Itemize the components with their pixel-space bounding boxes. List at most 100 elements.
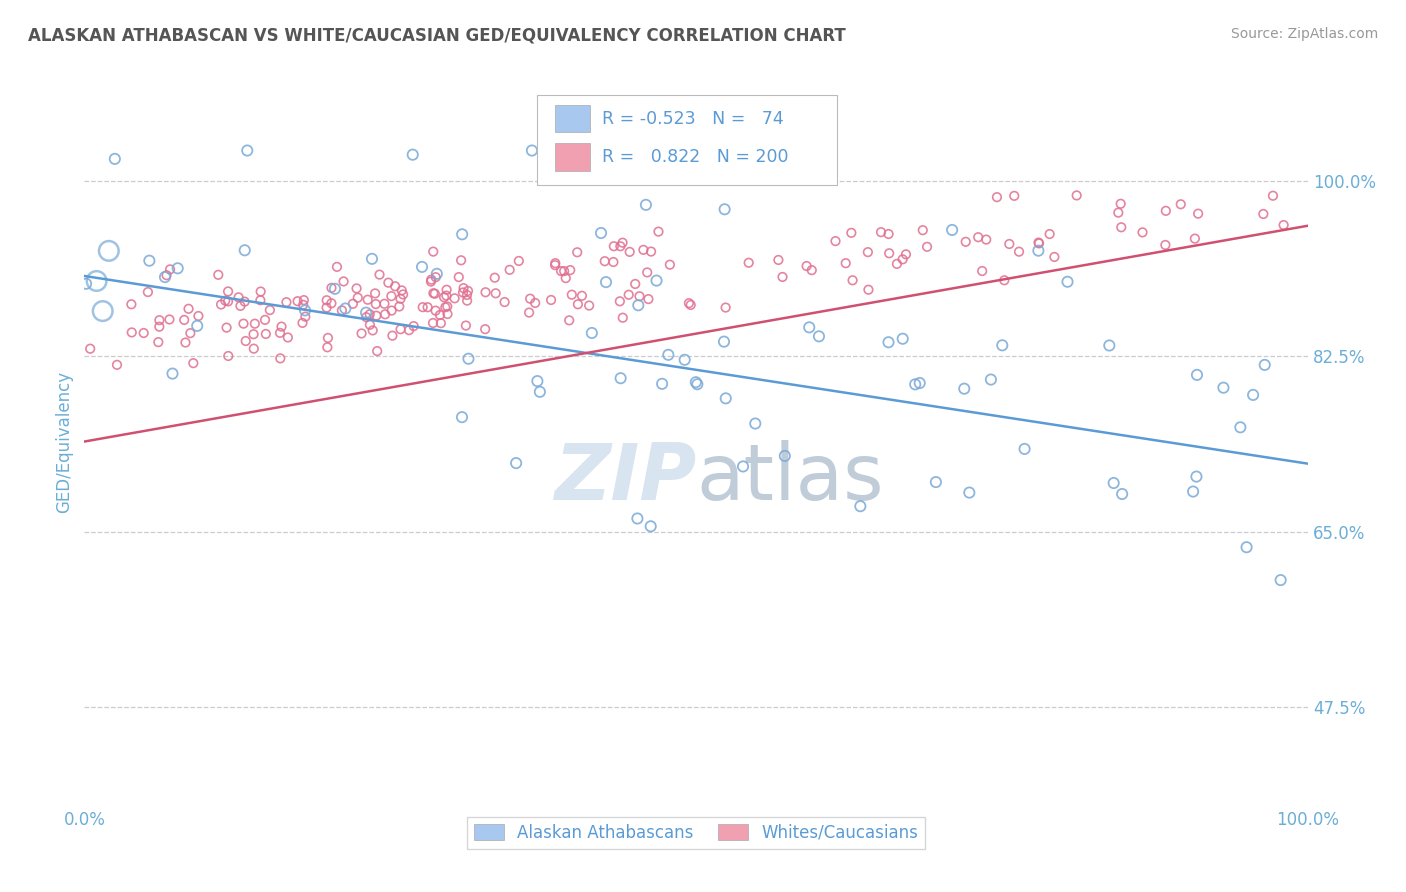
Point [1272, 218, 1295, 232]
Point [1184, 232, 1206, 246]
Point [214, 293, 236, 308]
Point [1102, 475, 1125, 490]
Point [315, 293, 337, 308]
Point [628, 289, 651, 303]
Point [993, 273, 1015, 287]
Point [1170, 197, 1192, 211]
Point [800, 263, 823, 277]
Point [1107, 205, 1129, 219]
Point [294, 303, 316, 318]
Point [217, 294, 239, 309]
Point [578, 159, 600, 173]
Point [589, 226, 612, 240]
Point [474, 285, 496, 300]
Point [434, 300, 457, 314]
Point [451, 410, 474, 425]
Point [529, 384, 551, 399]
Point [207, 268, 229, 282]
Point [553, 264, 575, 278]
Point [389, 322, 412, 336]
Point [1098, 338, 1121, 352]
Point [1111, 487, 1133, 501]
Point [451, 285, 474, 300]
Point [148, 319, 170, 334]
Point [249, 293, 271, 308]
Point [346, 291, 368, 305]
Point [315, 301, 337, 315]
Point [453, 281, 475, 295]
Point [891, 332, 914, 346]
Point [380, 289, 402, 303]
Point [159, 312, 181, 326]
Point [474, 322, 496, 336]
Point [1056, 275, 1078, 289]
Point [174, 335, 197, 350]
Point [242, 327, 264, 342]
Point [350, 326, 373, 341]
Point [425, 270, 447, 285]
Point [595, 275, 617, 289]
Point [738, 256, 761, 270]
Point [714, 301, 737, 315]
Point [249, 285, 271, 299]
Point [233, 294, 256, 309]
Point [217, 349, 239, 363]
Point [254, 326, 277, 341]
Point [651, 376, 673, 391]
Point [422, 316, 444, 330]
Point [1185, 469, 1208, 483]
Point [824, 234, 846, 248]
Point [1014, 442, 1036, 456]
Point [645, 274, 668, 288]
Point [374, 307, 396, 321]
Point [685, 375, 707, 389]
Point [1254, 358, 1277, 372]
Point [316, 331, 339, 345]
Point [904, 377, 927, 392]
Point [1028, 236, 1050, 251]
Point [686, 377, 709, 392]
Point [243, 317, 266, 331]
Point [359, 307, 381, 321]
Point [517, 305, 540, 319]
Point [105, 358, 128, 372]
Point [181, 356, 204, 370]
Point [731, 459, 754, 474]
Point [381, 303, 404, 318]
Point [294, 310, 316, 324]
Point [925, 475, 948, 489]
Point [292, 293, 315, 307]
Point [411, 260, 433, 274]
Point [357, 293, 380, 307]
Point [354, 310, 377, 325]
Point [321, 296, 343, 310]
Point [955, 235, 977, 249]
Point [1109, 220, 1132, 235]
Point [287, 294, 309, 309]
Text: Source: ZipAtlas.com: Source: ZipAtlas.com [1230, 27, 1378, 41]
Point [132, 326, 155, 340]
Point [450, 253, 472, 268]
Point [609, 239, 631, 253]
Point [447, 270, 470, 285]
Point [673, 352, 696, 367]
Point [508, 254, 530, 268]
Point [526, 374, 548, 388]
Point [1043, 250, 1066, 264]
Point [1154, 203, 1177, 218]
Point [456, 293, 478, 308]
Point [550, 264, 572, 278]
Point [217, 285, 239, 299]
Point [276, 295, 298, 310]
Point [1039, 227, 1062, 241]
Point [177, 301, 200, 316]
Point [520, 144, 543, 158]
Point [457, 351, 479, 366]
Text: R = -0.523   N =   74: R = -0.523 N = 74 [602, 110, 783, 128]
Point [381, 328, 404, 343]
Point [1008, 244, 1031, 259]
Point [361, 323, 384, 337]
Point [626, 511, 648, 525]
Point [636, 265, 658, 279]
Point [1261, 188, 1284, 202]
